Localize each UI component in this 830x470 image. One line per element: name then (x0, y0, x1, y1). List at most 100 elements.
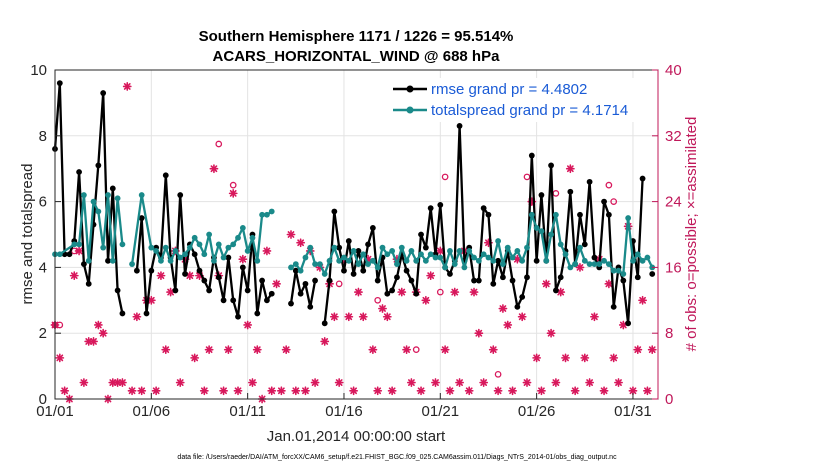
totalspread-point (447, 248, 453, 254)
x-tick-label: 01/31 (614, 403, 652, 420)
chart-title-line1: Southern Hemisphere 1171 / 1226 = 95.514… (199, 28, 514, 45)
totalspread-point (153, 248, 160, 254)
obs-assimilated-marker (252, 345, 262, 355)
rmse-point (302, 280, 309, 287)
rmse-point (389, 287, 396, 294)
totalspread-point (471, 254, 477, 261)
obs-assimilated-marker (310, 378, 320, 387)
totalspread-point (312, 261, 318, 268)
totalspread-point (533, 225, 540, 231)
obs-assimilated-marker (243, 320, 253, 330)
totalspread-point (384, 251, 391, 258)
obs-assimilated-marker (281, 345, 291, 355)
rmse-point (480, 205, 487, 212)
obs-assimilated-marker (204, 345, 214, 355)
totalspread-point (437, 254, 444, 261)
rmse-point (548, 162, 554, 169)
rmse-point (408, 277, 415, 284)
rmse-point (85, 280, 92, 287)
rmse-point (620, 277, 627, 284)
rmse-point (182, 271, 188, 277)
rmse-point (365, 241, 371, 248)
totalspread-point (119, 241, 126, 248)
totalspread-point (394, 261, 400, 268)
obs-assimilated-marker (146, 295, 156, 305)
obs-assimilated-marker (643, 386, 652, 396)
totalspread-point (264, 211, 270, 218)
totalspread-point (138, 192, 145, 198)
obs-assimilated-marker (638, 295, 647, 305)
rmse-point (215, 274, 222, 281)
totalspread-point (172, 248, 179, 254)
totalspread-point (456, 248, 463, 254)
rmse-point (577, 211, 583, 218)
obs-assimilated-marker (570, 386, 580, 396)
obs-assimilated-marker (291, 386, 301, 396)
y-right-tick-label: 0 (665, 391, 673, 408)
obs-assimilated-marker (79, 378, 89, 387)
totalspread-point (220, 254, 227, 261)
totalspread-point (254, 257, 261, 264)
obs-possible-marker (552, 190, 560, 197)
totalspread-point (389, 248, 396, 254)
totalspread-point (538, 228, 545, 235)
obs-assimilated-marker (354, 287, 363, 297)
rmse-point (235, 313, 241, 320)
obs-assimilated-marker (151, 386, 161, 396)
rmse-point (601, 198, 607, 205)
totalspread-point (572, 261, 579, 268)
obs-assimilated-marker (402, 345, 411, 355)
totalspread-point (71, 241, 78, 248)
totalspread-point (177, 254, 184, 261)
rmse-point (56, 80, 63, 87)
rmse-point (649, 271, 656, 277)
obs-assimilated-marker (98, 328, 108, 338)
totalspread-point (56, 251, 63, 258)
totalspread-point (316, 261, 323, 268)
rmse-point (422, 244, 429, 251)
rmse-point (100, 90, 107, 96)
rmse-point (471, 277, 477, 284)
rmse-point (133, 267, 140, 274)
rmse-point (456, 123, 463, 129)
totalspread-point (480, 251, 487, 258)
legend-spread-marker (406, 106, 414, 114)
obs-assimilated-marker (440, 345, 450, 355)
rmse-point (244, 287, 251, 294)
obs-possible-marker (374, 296, 382, 304)
y-right-tick-label: 40 (665, 62, 682, 79)
totalspread-point (206, 231, 213, 238)
totalspread-point (451, 261, 458, 268)
totalspread-point (567, 264, 574, 271)
obs-possible-marker (441, 173, 449, 181)
rmse-point (552, 287, 559, 294)
obs-assimilated-marker (551, 378, 561, 387)
rmse-point (326, 277, 333, 284)
totalspread-point (182, 251, 188, 258)
obs-assimilated-marker (108, 378, 118, 387)
totalspread-point (524, 244, 530, 251)
y-right-tick-label: 24 (665, 194, 682, 211)
obs-assimilated-marker (503, 320, 513, 330)
obs-assimilated-marker (276, 386, 286, 396)
obs-assimilated-marker (556, 287, 566, 297)
rmse-point (292, 267, 299, 274)
totalspread-point (259, 211, 266, 218)
rmse-point (206, 287, 213, 294)
rmse-point (225, 254, 232, 261)
obs-assimilated-marker (209, 164, 219, 174)
obs-possible-marker (605, 181, 613, 189)
obs-assimilated-marker (132, 312, 142, 322)
rmse-point (447, 271, 453, 277)
obs-assimilated-marker (455, 378, 464, 387)
rmse-point (95, 162, 102, 169)
rmse-point (485, 211, 492, 218)
obs-assimilated-marker (426, 271, 436, 281)
obs-assimilated-marker (565, 164, 575, 174)
totalspread-point (307, 244, 314, 251)
obs-assimilated-marker (604, 279, 614, 289)
rmse-point (586, 178, 593, 185)
x-tick-label: 01/01 (36, 403, 74, 420)
obs-assimilated-marker (69, 271, 79, 281)
